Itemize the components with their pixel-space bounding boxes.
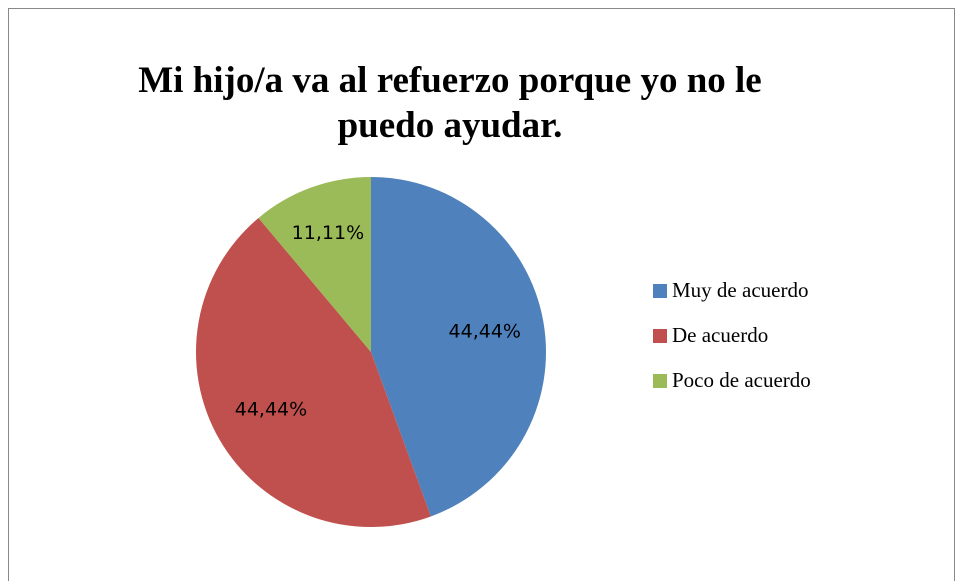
pie-slice	[195, 217, 431, 528]
pie-slice	[371, 177, 547, 517]
legend-label: De acuerdo	[672, 323, 768, 347]
slice-label: 44,44%	[235, 398, 307, 420]
chart-frame	[8, 8, 955, 581]
legend-label: Muy de acuerdo	[672, 278, 808, 302]
legend-swatch	[653, 284, 667, 298]
slice-label: 44,44%	[449, 320, 521, 342]
legend-label: Poco de acuerdo	[672, 368, 811, 392]
pie-slice	[258, 177, 371, 352]
slice-label: 11,11%	[292, 222, 364, 244]
legend-swatch	[653, 374, 667, 388]
chart-title: Mi hijo/a va al refuerzo porque yo no le…	[138, 60, 762, 146]
legend-swatch	[653, 329, 667, 343]
